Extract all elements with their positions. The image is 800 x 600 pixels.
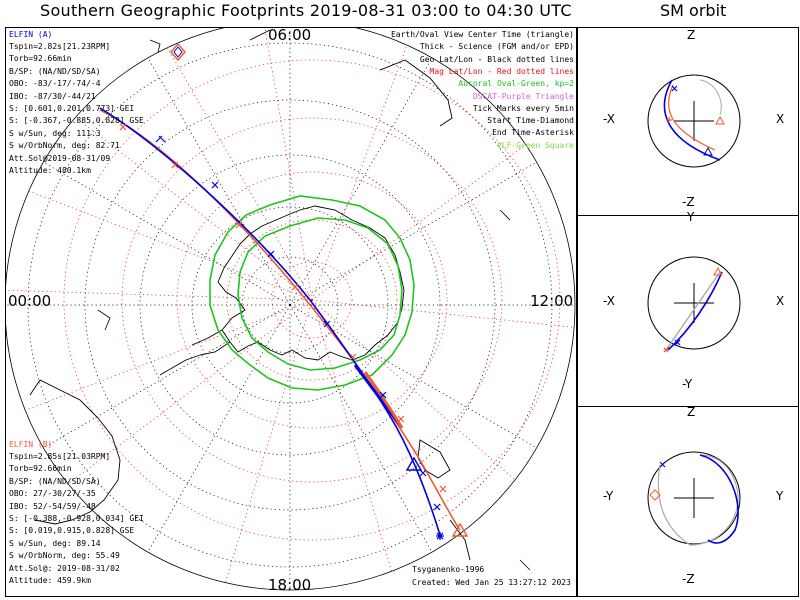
mag-longitude-lines [6,28,575,590]
hour-label-right: 12:00 [530,292,574,310]
legend-item: Auroral Oval-Green, kp=2 [458,79,574,89]
elfin-b-view-triangle [451,522,469,537]
elfin-a-info-line: Att.Sol@2019-08-31/09 [9,153,111,163]
hour-label-left: 00:00 [8,292,52,310]
sm-axis-label-left: -Y [603,489,614,503]
elfin-a-info-line: Torb=92.66min [9,54,72,64]
antarctic-peninsula [159,329,231,376]
elfin-b-start-diamond [170,42,186,62]
elfin-b-info-line: S: [0.019,0.915,0.828] GSE [9,526,135,536]
geo-latitude-lines [27,42,553,568]
elfin-a-info-line: IBO: -87/30/-44/21 [9,91,96,101]
sm-axis-label-left: -X [603,112,615,126]
elfin-a-info-line: Tspin=2.82s[21.23RPM] [9,42,111,51]
australia-coastline [417,439,471,561]
islands [97,39,531,571]
sm-axis-label-top: Z [687,28,696,42]
elfin-b-info-line: Torb=92.66min [9,464,72,474]
model-credit: Tsyganenko-1996 [412,565,485,574]
elfin-a-info-line: B/SP: (NA/ND/SD/SA) [9,66,101,76]
sm-orbit-title: SM orbit [660,1,727,20]
sm-axis-label-left: -X [603,294,615,308]
sm-orbit-yz [647,451,741,546]
elfin-b-info-line: OBO: 27/-30/27/-35 [9,489,96,499]
sm-axis-label-bottom: -Y [682,377,693,391]
elfin-b-info-line: Tspin=2.85s[21.03RPM] [9,452,111,461]
legend-item: DSCAT-Purple Triangle [472,91,574,101]
page-title: Southern Geographic Footprints 2019-08-3… [40,1,572,20]
elfin-b-science-segment [363,371,404,429]
elfin-a-start-diamond [173,46,183,58]
elfin-a-info-line: OBO: -83/-17/-74/-4 [9,79,101,89]
auroral-oval-outer [209,195,415,391]
elfin-a-info-line: S: [0.601,0.201,0.773] GEI [9,104,135,113]
hour-label-top: 06:00 [268,26,312,44]
legend-item: VLF-Green Square [496,140,574,150]
elfin-b-info-line: S w/Sun, deg: 89.14 [9,538,101,548]
sm-axis-label-top: Z [687,405,696,419]
elfin-a-trajectory [99,107,441,536]
elfin-a-info-line: S: [-0.367,-0.885,0.828] GSE [9,116,144,126]
polar-map [6,28,576,591]
elfin-b-trajectory [99,109,461,531]
legend-item: Earth/Oval View Center Time (triangle) [390,30,574,39]
elfin-b-info-line: S w/OrbNorm, deg: 55.49 [9,551,120,561]
auroral-oval-inner [237,217,403,371]
map-panel-border [5,27,577,597]
legend-item: Tick Marks every 5min [472,103,574,113]
legend-item: Thick - Science (FGM and/or EPD) [419,42,574,52]
legend-item: Mag Lat/Lon - Red dotted lines [429,66,575,76]
elfin-a-tick-marks [155,135,441,511]
elfin-b-info-line: S: [-0.388,-0.928,0.034] GEI [9,514,144,523]
sm-axis-label-right: X [776,112,785,126]
sm-axis-label-right: X [776,294,785,308]
sm-orbit-xy [647,256,741,353]
elfin-b-info-line: IBO: 52/-54/59/-48 [9,501,96,511]
hour-label-bottom: 18:00 [268,576,312,594]
sm-axis-label-bottom: -Z [682,572,695,586]
elfin-a-name: ELFIN (A) [9,30,53,39]
legend-item: Geo Lat/Lon - Black dotted lines [419,54,574,64]
legend-item: End Time-Asterisk [492,128,574,138]
sm-axis-label-right: Y [776,489,784,503]
legend-item: Start Time-Diamond [487,116,574,126]
africa-coastline [249,29,453,127]
elfin-b-tick-marks [119,123,447,493]
globe-outline [6,28,576,591]
elfin-a-info-line: Altitude: 480.1km [9,166,91,175]
elfin-b-info-line: B/SP: (NA/ND/SD/SA) [9,476,101,486]
elfin-b-name: ELFIN (B) [9,440,53,449]
sm-panel-yz-border [577,406,799,597]
created-timestamp: Created: Wed Jan 25 13:27:12 2023 [412,578,571,587]
mag-latitude-lines [6,28,575,590]
elfin-b-info-line: Altitude: 459.9km [9,576,91,585]
sm-axis-label-top: Y [687,210,695,224]
sm-axis-label-bottom: -Z [682,195,695,209]
elfin-a-info-line: S w/Sun, deg: 111.3 [9,128,101,138]
elfin-b-info-line: Att.Sol@: 2019-08-31/02 [9,563,120,573]
elfin-a-end-asterisk [436,532,444,540]
south-america-coastline [29,379,121,525]
elfin-a-info-line: S w/OrbNorm, deg: 82.71 [9,141,120,151]
elfin-a-view-triangle [405,456,423,471]
sm-orbit-xz [647,74,741,168]
